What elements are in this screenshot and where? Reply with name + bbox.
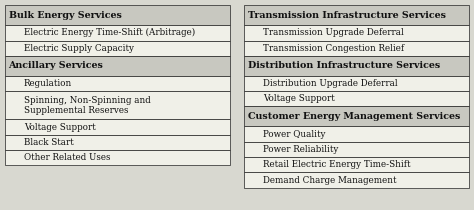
Bar (5, 91, 230, 119)
Text: Bulk Energy Services: Bulk Energy Services (9, 11, 121, 20)
Bar (244, 126, 469, 142)
Bar (244, 157, 469, 172)
Text: Transmission Congestion Relief: Transmission Congestion Relief (263, 44, 404, 53)
Bar (244, 142, 469, 157)
Bar (244, 25, 469, 41)
Text: Power Reliability: Power Reliability (263, 145, 338, 154)
Bar (5, 119, 230, 135)
Bar (244, 76, 469, 91)
Text: Ancillary Services: Ancillary Services (9, 61, 103, 70)
Text: Electric Supply Capacity: Electric Supply Capacity (24, 44, 134, 53)
Text: Voltage Support: Voltage Support (263, 94, 335, 103)
Bar (5, 25, 230, 41)
Bar (5, 76, 230, 91)
Bar (5, 41, 230, 56)
Text: Distribution Infrastructure Services: Distribution Infrastructure Services (248, 61, 440, 70)
Text: Spinning, Non-Spinning and
Supplemental Reserves: Spinning, Non-Spinning and Supplemental … (24, 96, 150, 115)
Bar (5, 135, 230, 150)
Text: Black Start: Black Start (24, 138, 73, 147)
Text: Electric Energy Time-Shift (Arbitrage): Electric Energy Time-Shift (Arbitrage) (24, 28, 195, 37)
Text: Regulation: Regulation (24, 79, 72, 88)
Bar (5, 5, 230, 25)
Bar (244, 91, 469, 106)
Text: Distribution Upgrade Deferral: Distribution Upgrade Deferral (263, 79, 398, 88)
Text: Customer Energy Management Services: Customer Energy Management Services (248, 112, 460, 121)
Text: Demand Charge Management: Demand Charge Management (263, 176, 397, 185)
Bar (5, 150, 230, 165)
Text: Power Quality: Power Quality (263, 130, 326, 139)
Bar (244, 106, 469, 126)
Bar (244, 172, 469, 188)
Text: Voltage Support: Voltage Support (24, 123, 95, 132)
Text: Transmission Infrastructure Services: Transmission Infrastructure Services (248, 11, 446, 20)
Bar (244, 5, 469, 25)
Bar (5, 56, 230, 76)
Text: Other Related Uses: Other Related Uses (24, 153, 110, 162)
Text: Transmission Upgrade Deferral: Transmission Upgrade Deferral (263, 28, 404, 37)
Bar (244, 56, 469, 76)
Text: Retail Electric Energy Time-Shift: Retail Electric Energy Time-Shift (263, 160, 410, 169)
Bar (244, 41, 469, 56)
